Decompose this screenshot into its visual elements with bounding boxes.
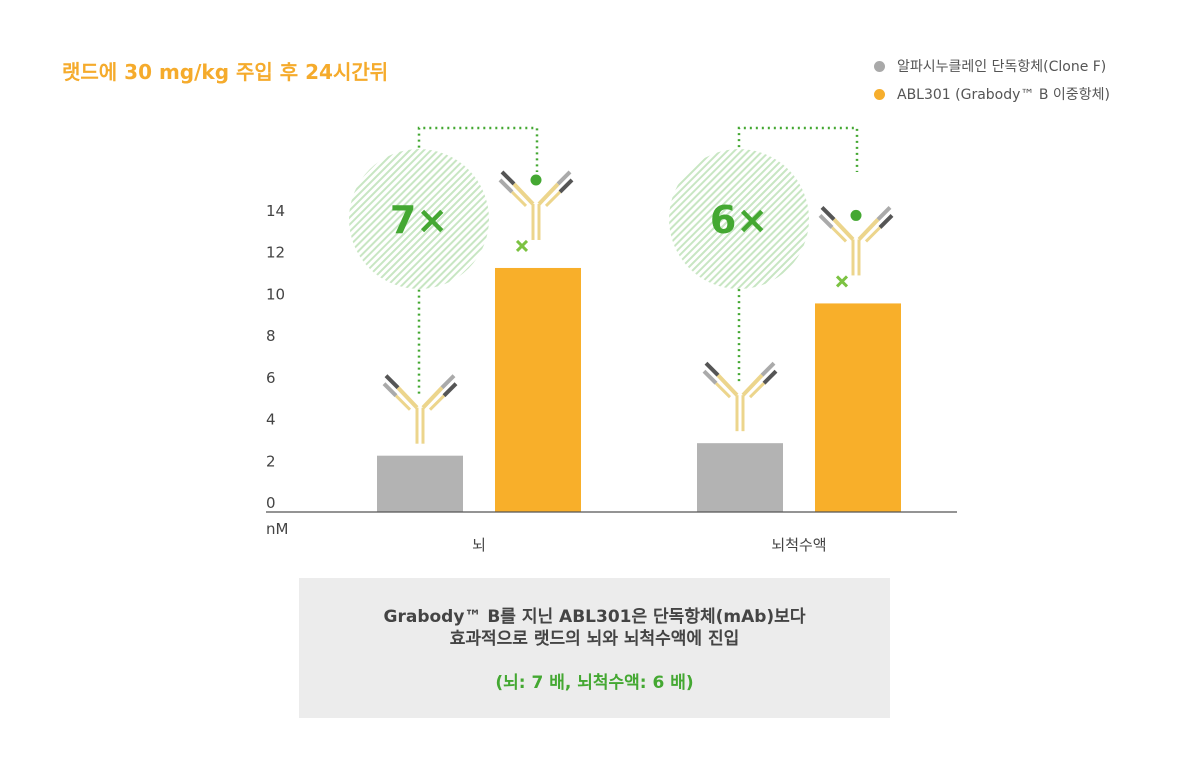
summary-highlight: (뇌: 7 배, 뇌척수액: 6 배) — [495, 673, 694, 693]
green-dot-icon — [850, 209, 862, 221]
y-tick-label: 0 — [266, 494, 276, 512]
y-tick-label: 6 — [266, 369, 276, 387]
bar-mab — [697, 443, 783, 512]
legend-label-abl301: ABL301 (Grabody™ B 이중항체) — [897, 87, 1110, 103]
bar-abl301 — [495, 267, 581, 512]
ratio-label: 7× — [390, 198, 448, 242]
green-dot-icon — [530, 174, 542, 186]
y-tick-label: 10 — [266, 285, 285, 303]
y-tick-label: 12 — [266, 244, 285, 262]
bar-abl301 — [815, 303, 901, 512]
bispecific-antibody-icon — [498, 170, 574, 253]
legend-swatch-abl301 — [874, 88, 885, 100]
legend-label-mab: 알파시누클레인 단독항체(Clone F) — [897, 59, 1107, 75]
ratio-circle — [349, 149, 489, 289]
antibody-icon — [702, 361, 778, 432]
summary-line-1: Grabody™ B를 지닌 ABL301은 단독항체(mAb)보다 — [383, 607, 806, 627]
summary-line-2: 효과적으로 랫드의 뇌와 뇌척수액에 진입 — [449, 629, 740, 649]
antibody-icon — [382, 374, 458, 444]
y-tick-label: 14 — [266, 202, 285, 220]
summary-box: Grabody™ B를 지닌 ABL301은 단독항체(mAb)보다 효과적으로… — [299, 578, 890, 718]
bar-chart: 7× 6× 0 2 4 6 8 10 12 14 nM 뇌 뇌척수액 — [266, 126, 957, 554]
y-tick-label: 4 — [266, 411, 276, 429]
ratio-circle — [669, 149, 809, 289]
y-tick-label: 2 — [266, 452, 276, 470]
legend-item-mab: 알파시누클레인 단독항체(Clone F) — [874, 52, 1110, 80]
legend: 알파시누클레인 단독항체(Clone F) ABL301 (Grabody™ B… — [874, 52, 1110, 108]
y-tick-label: 8 — [266, 327, 276, 345]
bar-mab — [377, 455, 463, 512]
legend-swatch-mab — [874, 60, 885, 72]
x-category-label: 뇌 — [472, 536, 486, 554]
page-title: 랫드에 30 mg/kg 주입 후 24시간뒤 — [62, 60, 389, 84]
legend-item-abl301: ABL301 (Grabody™ B 이중항체) — [874, 80, 1110, 108]
bispecific-antibody-icon — [818, 206, 894, 288]
x-category-label: 뇌척수액 — [771, 536, 826, 554]
ratio-label: 6× — [710, 198, 768, 242]
y-axis-unit: nM — [266, 520, 288, 538]
